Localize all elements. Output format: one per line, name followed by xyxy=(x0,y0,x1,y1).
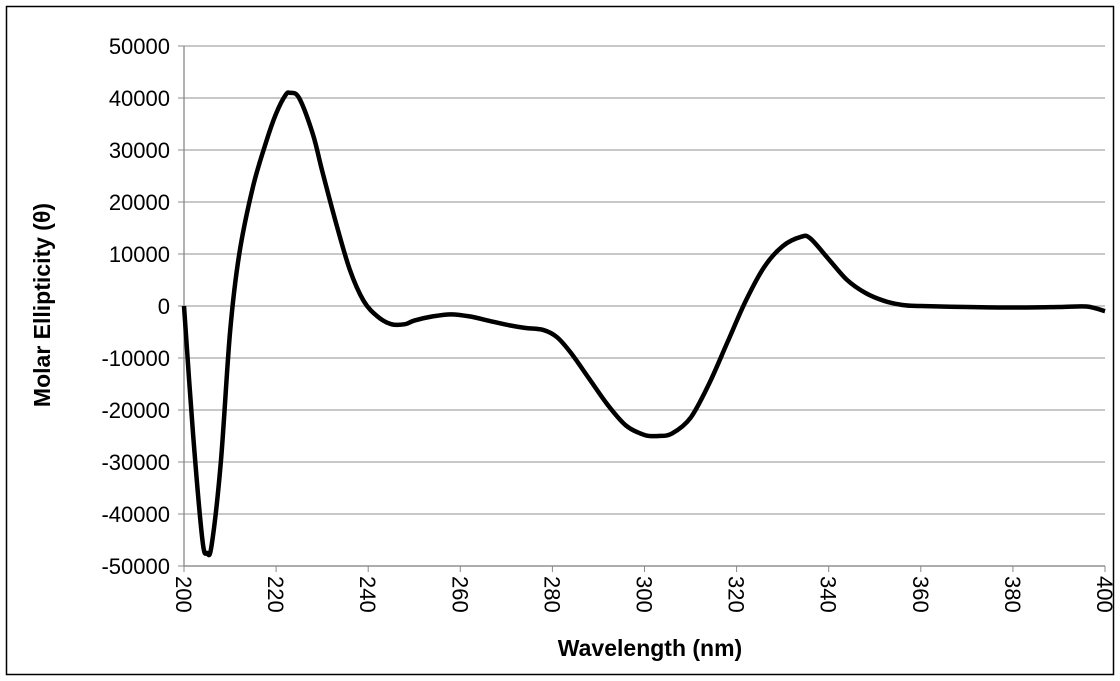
y-tick-label: -40000 xyxy=(101,502,170,527)
y-tick-label: 10000 xyxy=(109,242,170,267)
x-tick-label: 400 xyxy=(1092,576,1117,613)
frame xyxy=(5,5,1115,676)
y-tick-label: 20000 xyxy=(109,190,170,215)
y-axis-title: Molar Ellipticity (θ) xyxy=(29,203,55,407)
x-tick-label: 240 xyxy=(355,576,380,613)
y-tick-label: -30000 xyxy=(101,450,170,475)
x-axis-title: Wavelength (nm) xyxy=(558,635,742,661)
x-tick-label: 380 xyxy=(1000,576,1025,613)
x-tick-label: 280 xyxy=(539,576,564,613)
x-tick-label: 360 xyxy=(908,576,933,613)
x-tick-label: 220 xyxy=(263,576,288,613)
x-tick-label: 320 xyxy=(724,576,749,613)
y-tick-label: 40000 xyxy=(109,86,170,111)
y-tick-label: 0 xyxy=(158,294,170,319)
x-tick-label: 260 xyxy=(447,576,472,613)
x-tick-label: 300 xyxy=(632,576,657,613)
y-tick-label: -50000 xyxy=(101,554,170,579)
y-tick-label: -20000 xyxy=(101,398,170,423)
data-line xyxy=(181,90,1106,558)
y-tick-label: 50000 xyxy=(109,34,170,59)
x-tick-label: 340 xyxy=(816,576,841,613)
y-tick-label: -10000 xyxy=(101,346,170,371)
y-tick-label: 30000 xyxy=(109,138,170,163)
x-tick-label: 200 xyxy=(171,576,196,613)
